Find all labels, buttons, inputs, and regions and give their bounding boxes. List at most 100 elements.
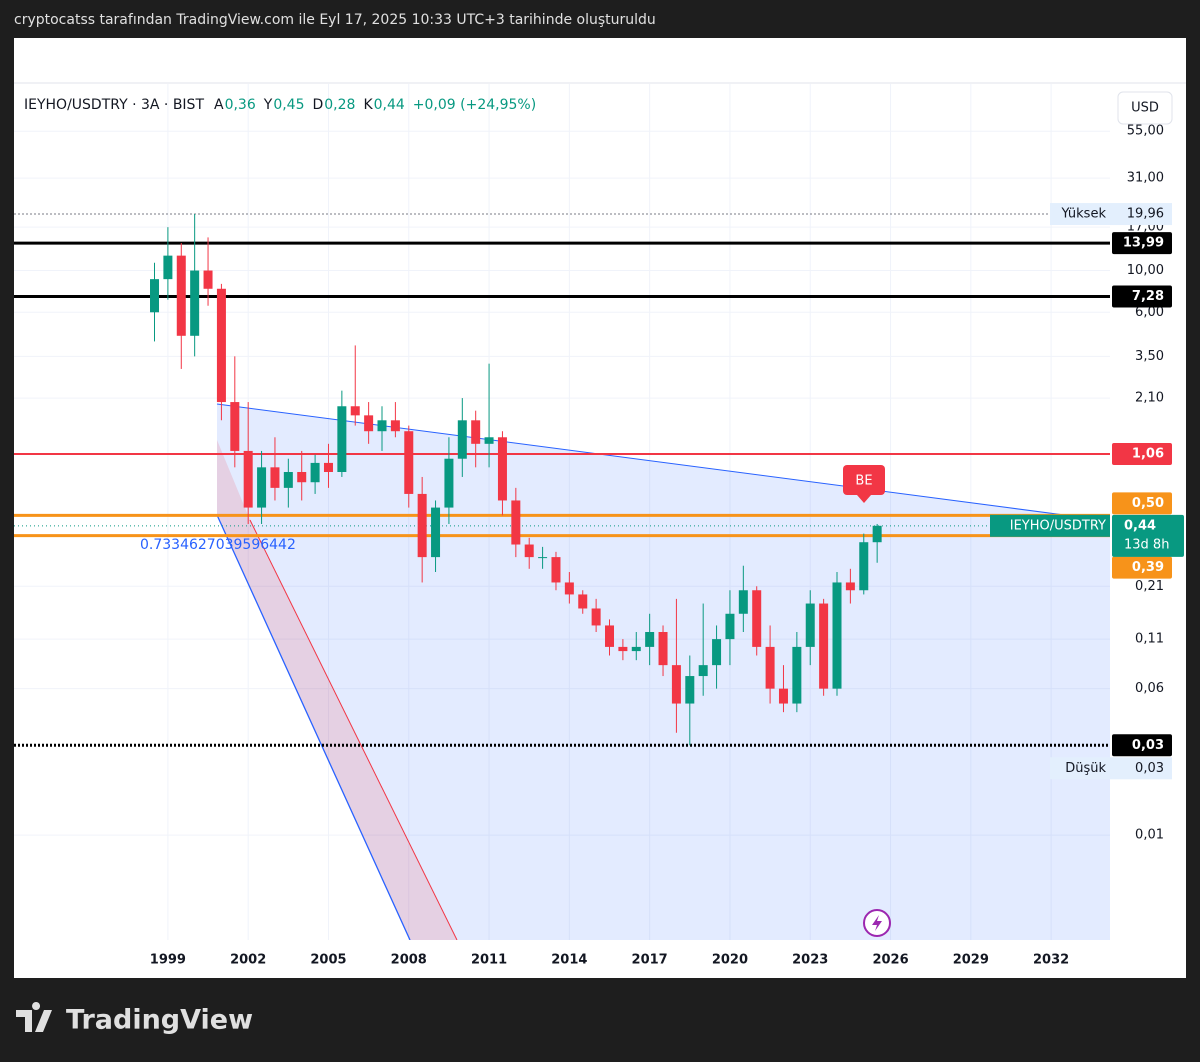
candle-body	[645, 631, 655, 647]
candle-body	[605, 625, 615, 647]
be-marker	[843, 465, 885, 495]
candle-body	[323, 462, 333, 472]
candle-body	[712, 639, 722, 666]
level-label-box	[1112, 556, 1172, 579]
candle-body	[150, 279, 160, 313]
candle-body	[471, 420, 481, 444]
x-tick-label: 1999	[150, 953, 186, 968]
candle-body	[484, 437, 494, 444]
last-price-name-box	[990, 514, 1110, 537]
candles	[150, 214, 882, 746]
last-price-countdown: 13d 8h	[1124, 537, 1169, 552]
chart-panel	[14, 38, 1186, 978]
x-tick-label: 2026	[872, 953, 908, 968]
x-tick-label: 2017	[632, 953, 668, 968]
marker-value: 0,03	[1135, 761, 1164, 776]
candle-body	[738, 590, 748, 614]
symbol: IEYHO/USDTRY · 3A · BIST	[24, 97, 204, 113]
event-icon-bolt	[872, 915, 882, 931]
annotation: BE	[855, 474, 872, 489]
candle-body	[390, 420, 400, 432]
level-label: 0,39	[1132, 560, 1164, 575]
axes: 1999 2002 2005 2008 2011 2014 2017 2020 2023 2026…	[150, 124, 1184, 968]
candle-body	[859, 542, 869, 591]
candle-body	[792, 646, 802, 704]
candle-body	[658, 631, 668, 666]
candle-body	[337, 406, 347, 472]
ohlc-value: 0,36	[225, 97, 256, 113]
candle-body	[176, 255, 186, 336]
marker-value-box	[1112, 757, 1172, 780]
candle-body	[444, 458, 454, 508]
level-label: 1,06	[1132, 446, 1164, 461]
ohlc-value: 0,45	[273, 97, 304, 113]
candle-body	[377, 420, 387, 432]
candle-body	[832, 582, 842, 689]
candle-body	[872, 525, 882, 543]
ohlc-key: Y	[263, 97, 273, 113]
candle-body	[538, 557, 548, 559]
trend-line	[216, 514, 411, 940]
ohlc-key: A	[214, 97, 224, 113]
level-label-box	[1112, 285, 1172, 308]
y-tick-label: 3,50	[1135, 349, 1164, 364]
y-tick-label: 0,11	[1135, 632, 1164, 647]
candle-body	[578, 594, 588, 609]
candle-body	[297, 471, 307, 483]
y-tick-label: 10,00	[1127, 263, 1164, 278]
candle-body	[698, 665, 708, 677]
x-tick-label: 2020	[712, 953, 748, 968]
candle-body	[283, 471, 293, 488]
marker-name: Yüksek	[1060, 207, 1106, 222]
legend: IEYHO/USDTRY · 3A · BIST A 0,36 Y 0,45 D 0,28 K…	[24, 97, 536, 113]
candle-body	[671, 665, 681, 704]
be-marker-tip	[857, 495, 871, 503]
candle-body	[216, 288, 226, 403]
level-label: 0,50	[1132, 496, 1164, 511]
x-tick-label: 2023	[792, 953, 828, 968]
ohlc-value: 0,44	[374, 97, 405, 113]
marker-value: 19,96	[1127, 207, 1164, 222]
candle-body	[431, 507, 441, 558]
candle-body	[685, 676, 695, 704]
candle-body	[564, 582, 574, 595]
x-tick-label: 2011	[471, 953, 507, 968]
candle-body	[752, 590, 762, 647]
candle-body	[618, 646, 628, 652]
currency[interactable]: USD	[1131, 101, 1159, 116]
last-price-value: 0,44	[1124, 518, 1156, 533]
x-tick-label: 2005	[310, 953, 346, 968]
x-tick-label: 2032	[1033, 953, 1069, 968]
candle-body	[778, 688, 788, 704]
candle-body	[845, 582, 855, 591]
y-tick-label: 0,06	[1135, 681, 1164, 696]
change: +0,09 (+24,95%)	[413, 97, 536, 113]
marker-box	[1050, 757, 1112, 780]
candle-body	[257, 467, 267, 508]
candle-body	[725, 613, 735, 640]
candle-body	[551, 557, 561, 583]
x-tick-label: 2008	[391, 953, 427, 968]
candle-body	[417, 493, 427, 558]
last-price-name: IEYHO/USDTRY	[1010, 518, 1106, 533]
candle-body	[524, 544, 534, 558]
x-tick-label: 2029	[953, 953, 989, 968]
level-label: 7,28	[1132, 289, 1164, 304]
candle-body	[805, 603, 815, 647]
level-label-box	[1112, 442, 1172, 465]
last-price-box	[1112, 514, 1184, 557]
trend-line	[249, 519, 458, 940]
currency-button[interactable]	[1117, 91, 1173, 125]
x-tick-label: 2014	[551, 953, 587, 968]
candle-body	[819, 603, 829, 689]
candle-body	[230, 402, 240, 451]
footer-text: TradingView	[66, 1005, 253, 1036]
marker-name: Düşük	[1065, 761, 1106, 776]
top-bar-text: cryptocatss tarafından TradingView.com i…	[14, 12, 656, 28]
candle-body	[310, 462, 320, 483]
marker-box	[1050, 203, 1112, 226]
candle-body	[270, 467, 280, 488]
candle-body	[511, 500, 521, 545]
